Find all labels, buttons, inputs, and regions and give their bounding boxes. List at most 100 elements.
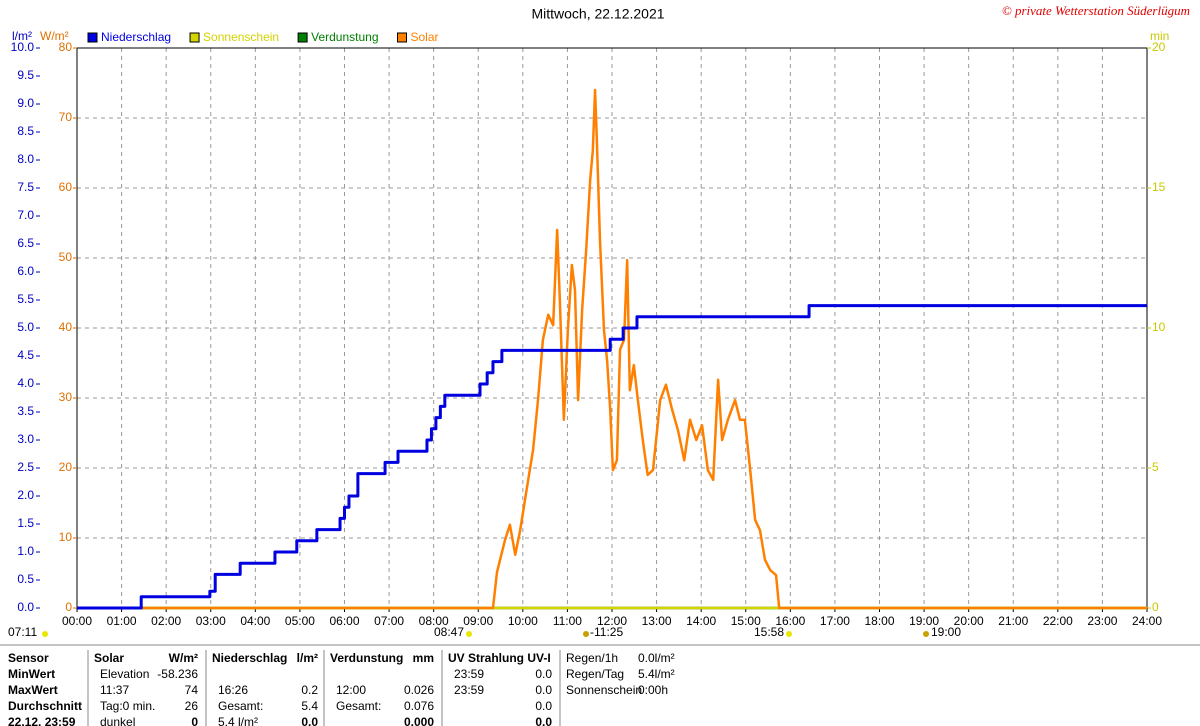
table-cell: 5.4 — [301, 699, 318, 713]
y-tick-label: 9.5 — [17, 68, 34, 82]
table-cell: Gesamt: — [336, 699, 381, 713]
event-label: 08:47 — [434, 625, 464, 639]
y2-tick-label: 60 — [59, 180, 73, 194]
table-cell: 0.0 — [535, 683, 552, 697]
table-cell: Gesamt: — [218, 699, 263, 713]
table-cell: Sonnenschein — [566, 683, 642, 697]
y-tick-label: 4.5 — [17, 348, 34, 362]
table-cell: 5.4 l/m² — [218, 715, 258, 726]
y2-tick-label: 40 — [59, 320, 73, 334]
y-tick-label: 6.5 — [17, 236, 34, 250]
legend-label: Verdunstung — [311, 30, 378, 44]
x-tick-label: 04:00 — [240, 614, 270, 628]
table-cell: 11:37 — [100, 683, 129, 697]
x-tick-label: 09:00 — [463, 614, 493, 628]
x-tick-label: 24:00 — [1132, 614, 1162, 628]
y2-tick-label: 10 — [59, 530, 73, 544]
y2-tick-label: 80 — [59, 40, 73, 54]
x-tick-label: 10:00 — [508, 614, 538, 628]
x-tick-label: 12:00 — [597, 614, 627, 628]
table-cell: 26 — [185, 699, 199, 713]
table-cell: 0.000 — [404, 715, 434, 726]
y3-tick-label: 10 — [1152, 320, 1166, 334]
event-icon — [786, 631, 792, 637]
y3-tick-label: 5 — [1152, 460, 1159, 474]
y-tick-label: 7.5 — [17, 180, 34, 194]
table-row-label: MaxWert — [8, 683, 58, 697]
x-tick-label: 21:00 — [998, 614, 1028, 628]
y-tick-label: 8.5 — [17, 124, 34, 138]
table-cell: 0.0 — [535, 715, 552, 726]
x-tick-label: 17:00 — [820, 614, 850, 628]
table-cell: 16:26 — [218, 683, 248, 697]
y2-tick-label: 70 — [59, 110, 73, 124]
x-tick-label: 08:00 — [419, 614, 449, 628]
table-cell: 23:59 — [454, 667, 484, 681]
y-tick-label: 7.0 — [17, 208, 34, 222]
y-tick-label: 6.0 — [17, 264, 34, 278]
copyright: © private Wetterstation Süderlügum — [1002, 3, 1190, 18]
y-tick-label: 4.0 — [17, 376, 34, 390]
table-cell: Regen/1h — [566, 651, 618, 665]
y-tick-label: 2.5 — [17, 460, 34, 474]
y-tick-label: 3.0 — [17, 432, 34, 446]
table-cell: 0.0l/m² — [638, 651, 675, 665]
x-tick-label: 18:00 — [864, 614, 894, 628]
x-tick-label: 06:00 — [329, 614, 359, 628]
table-cell: 0.026 — [404, 683, 434, 697]
x-tick-label: 05:00 — [285, 614, 315, 628]
legend-swatch — [297, 32, 308, 43]
x-tick-label: 20:00 — [954, 614, 984, 628]
legend-swatch — [189, 32, 200, 43]
table-cell: 0.2 — [301, 683, 318, 697]
y-tick-label: 5.0 — [17, 320, 34, 334]
table-unit: l/m² — [297, 651, 318, 665]
legend-label: Niederschlag — [101, 30, 171, 44]
legend-swatch — [397, 32, 407, 43]
table-cell: Regen/Tag — [566, 667, 624, 681]
x-tick-label: 13:00 — [642, 614, 672, 628]
x-tick-label: 14:00 — [686, 614, 716, 628]
x-tick-label: 16:00 — [775, 614, 805, 628]
table-cell: 0.0 — [301, 715, 318, 726]
table-cell: -58.236 — [157, 667, 198, 681]
x-tick-label: 02:00 — [151, 614, 181, 628]
y-tick-label: 1.0 — [17, 544, 34, 558]
table-row-label: MinWert — [8, 667, 55, 681]
x-tick-label: 22:00 — [1043, 614, 1073, 628]
chart-title: Mittwoch, 22.12.2021 — [531, 6, 664, 22]
event-icon — [42, 631, 48, 637]
legend-label: Solar — [411, 30, 439, 44]
table-row-label: Durchschnitt — [8, 699, 82, 713]
x-tick-label: 01:00 — [107, 614, 137, 628]
y-tick-label: 1.5 — [17, 516, 34, 530]
table-header: Niederschlag — [212, 651, 287, 665]
x-tick-label: 15:00 — [731, 614, 761, 628]
table-cell: 0.076 — [404, 699, 434, 713]
x-tick-label: 19:00 — [909, 614, 939, 628]
table-cell: 23:59 — [454, 683, 484, 697]
table-header: Sensor — [8, 651, 49, 665]
legend-label: Sonnenschein — [203, 30, 279, 44]
y-tick-label: 0.5 — [17, 572, 34, 586]
event-label: 19:00 — [931, 625, 961, 639]
legend-swatch — [87, 32, 98, 43]
y3-tick-label: 15 — [1152, 180, 1166, 194]
y-tick-label: 8.0 — [17, 152, 34, 166]
table-cell: 0:00h — [638, 683, 668, 697]
x-tick-label: 23:00 — [1087, 614, 1117, 628]
table-cell: Tag:0 min. — [100, 699, 155, 713]
table-cell: 5.4l/m² — [638, 667, 675, 681]
x-tick-label: 07:00 — [374, 614, 404, 628]
y-tick-label: 10.0 — [11, 40, 35, 54]
y-unit: l/m² — [12, 29, 32, 43]
y2-tick-label: 50 — [59, 250, 73, 264]
event-icon — [583, 631, 589, 637]
series-line — [77, 88, 1147, 610]
x-tick-label: 00:00 — [62, 614, 92, 628]
y3-unit: min — [1150, 29, 1169, 43]
event-label: 15:58 — [754, 625, 784, 639]
table-header: UV Strahlung UV-I — [448, 651, 551, 665]
